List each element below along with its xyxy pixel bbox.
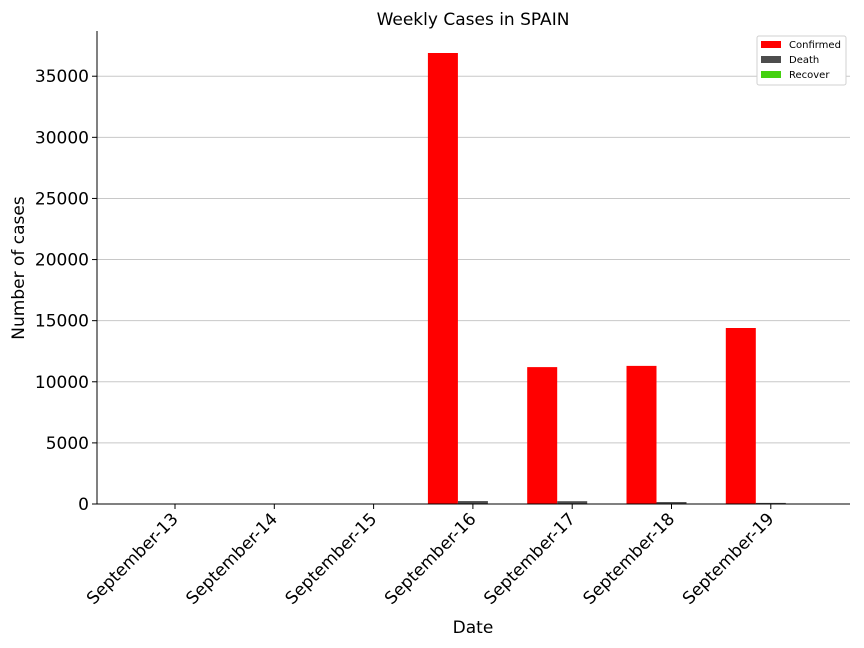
legend: Confirmed Death Recover (756, 35, 847, 86)
bars (427, 53, 786, 504)
legend-swatch-death (761, 56, 781, 63)
legend-swatch-confirmed (761, 41, 781, 48)
legend-swatch-recover (761, 71, 781, 78)
bar-death-5 (656, 502, 687, 504)
chart-title: Weekly Cases in SPAIN (377, 10, 570, 30)
bar-death-6 (755, 502, 786, 504)
x-tick-label-5: September-18 (580, 509, 679, 608)
x-tick-label-6: September-19 (679, 509, 778, 608)
y-ticks: 0 5000 10000 15000 20000 25000 30000 35000 (35, 67, 97, 515)
bar-confirmed-6 (725, 328, 756, 504)
gridlines (97, 75, 850, 505)
x-ticks: September-13 September-14 September-15 Sept… (83, 504, 778, 609)
bar-confirmed-4 (527, 367, 558, 504)
x-tick-label-1: September-14 (182, 509, 281, 608)
bar-confirmed-5 (626, 365, 657, 504)
y-tick-label-2: 10000 (35, 373, 89, 393)
axes (96, 31, 850, 505)
legend-label-recover: Recover (789, 70, 830, 81)
y-tick-label-7: 35000 (35, 67, 89, 87)
legend-label-confirmed: Confirmed (789, 40, 841, 51)
y-axis-label: Number of cases (9, 196, 29, 340)
bar-confirmed-3 (427, 53, 458, 504)
y-tick-label-0: 0 (78, 495, 89, 515)
legend-label-death: Death (789, 55, 819, 66)
x-tick-label-2: September-15 (282, 509, 381, 608)
y-tick-label-4: 20000 (35, 251, 89, 271)
y-tick-label-1: 5000 (46, 434, 89, 454)
x-tick-label-4: September-17 (480, 509, 579, 608)
x-axis-label: Date (453, 618, 494, 638)
y-tick-label-6: 30000 (35, 128, 89, 148)
bar-death-3 (457, 501, 488, 504)
y-tick-label-5: 25000 (35, 189, 89, 209)
x-tick-label-3: September-16 (381, 509, 480, 608)
bar-death-4 (557, 501, 588, 504)
x-tick-label-0: September-13 (83, 509, 182, 608)
y-tick-label-3: 15000 (35, 312, 89, 332)
